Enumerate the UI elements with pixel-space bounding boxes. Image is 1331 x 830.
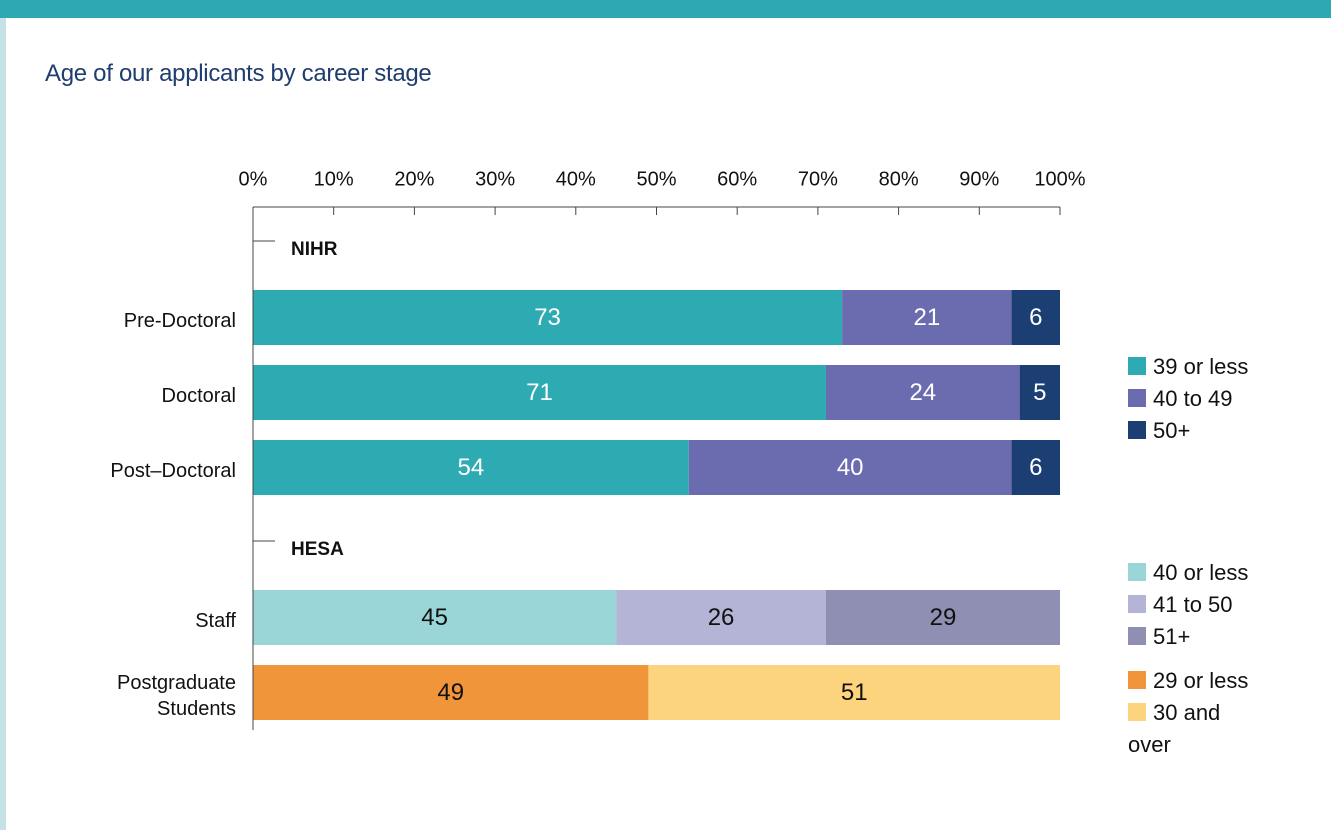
legend-swatch (1128, 357, 1146, 375)
x-tick-label: 70% (798, 168, 838, 190)
bar-segment (688, 440, 1012, 495)
legend-swatch (1128, 595, 1146, 613)
group-label: NIHR (291, 239, 338, 260)
legend-label: 50+ (1153, 418, 1191, 443)
legend-label: 41 to 50 (1153, 592, 1233, 617)
x-tick-label: 0% (239, 168, 268, 190)
value-label: 6 (1029, 454, 1042, 481)
value-label: 45 (421, 604, 448, 631)
legend-swatch (1128, 671, 1146, 689)
value-label: 21 (913, 304, 940, 331)
x-tick-label: 60% (717, 168, 757, 190)
value-label: 40 (837, 454, 864, 481)
x-tick-label: 50% (636, 168, 676, 190)
bar-segment (825, 365, 1020, 420)
value-label: 73 (534, 304, 561, 331)
bar-segment (253, 365, 826, 420)
bar-segment (253, 590, 617, 645)
x-tick-label: 100% (1034, 168, 1085, 190)
category-label: Post–Doctoral (110, 459, 236, 482)
category-label: Postgraduate Students (117, 671, 236, 720)
legend-label: 30 and over (1128, 700, 1221, 757)
legend-label: 39 or less (1153, 354, 1249, 379)
legend-swatch (1128, 421, 1146, 439)
bar-segment (1011, 290, 1060, 345)
legend-item: 29 or less (1128, 665, 1258, 697)
x-tick-label: 10% (314, 168, 354, 190)
bar-segment (253, 665, 649, 720)
x-tick-label: 40% (556, 168, 596, 190)
category-label: Pre-Doctoral (123, 309, 236, 332)
legend-item: 50+ (1128, 415, 1258, 447)
value-label: 5 (1033, 379, 1046, 406)
legend-label: 51+ (1153, 624, 1191, 649)
legend-item: 30 and over (1128, 697, 1258, 761)
legend-swatch (1128, 563, 1146, 581)
x-tick-label: 30% (475, 168, 515, 190)
legend-item: 40 to 49 (1128, 383, 1258, 415)
bar-segment (825, 590, 1060, 645)
value-label: 71 (526, 379, 553, 406)
value-label: 24 (909, 379, 936, 406)
value-label: 6 (1029, 304, 1042, 331)
value-label: 49 (437, 679, 464, 706)
bar-segment (842, 290, 1012, 345)
left-border (0, 18, 6, 830)
value-label: 54 (458, 454, 485, 481)
bar-segment (616, 590, 826, 645)
legend-swatch (1128, 389, 1146, 407)
legend-label: 40 or less (1153, 560, 1249, 585)
legend-swatch (1128, 703, 1146, 721)
bar-segment (253, 440, 689, 495)
bar-segment (1011, 440, 1060, 495)
bar-segment (1019, 365, 1060, 420)
value-label: 26 (708, 604, 735, 631)
legend-label: 40 to 49 (1153, 386, 1233, 411)
legend-item: 40 or less (1128, 557, 1258, 589)
value-label: 29 (930, 604, 957, 631)
value-label: 51 (841, 679, 868, 706)
legend-item: 39 or less (1128, 351, 1258, 383)
legend-label: 29 or less (1153, 668, 1249, 693)
legend-item: 51+ (1128, 621, 1258, 653)
x-tick-label: 90% (959, 168, 999, 190)
group-label: HESA (291, 539, 344, 560)
x-tick-label: 80% (879, 168, 919, 190)
bar-segment (253, 290, 843, 345)
legend-swatch (1128, 627, 1146, 645)
chart-title: Age of our applicants by career stage (45, 60, 432, 87)
x-tick-label: 20% (394, 168, 434, 190)
top-border (0, 0, 1331, 18)
legend-item: 41 to 50 (1128, 589, 1258, 621)
category-label: Doctoral (161, 384, 236, 407)
category-label: Staff (195, 609, 236, 632)
bar-segment (648, 665, 1060, 720)
